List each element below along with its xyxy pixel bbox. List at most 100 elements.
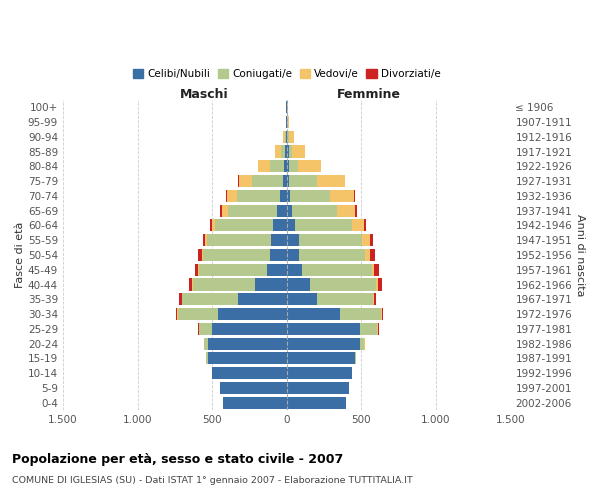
Bar: [257, 160, 271, 172]
Bar: [268, 264, 287, 276]
Bar: [287, 308, 340, 320]
Bar: [287, 294, 317, 306]
Text: Maschi: Maschi: [181, 88, 229, 101]
Bar: [277, 204, 287, 216]
Bar: [287, 146, 289, 158]
Bar: [376, 278, 378, 290]
Bar: [194, 264, 198, 276]
Bar: [290, 190, 329, 202]
Bar: [287, 220, 295, 232]
Bar: [292, 204, 337, 216]
Bar: [283, 130, 285, 143]
Bar: [374, 264, 379, 276]
Bar: [220, 204, 221, 216]
Legend: Celibi/Nubili, Coniugati/e, Vedovi/e, Divorziati/e: Celibi/Nubili, Coniugati/e, Vedovi/e, Di…: [129, 64, 445, 83]
Bar: [340, 308, 381, 320]
Bar: [176, 308, 177, 320]
Bar: [212, 220, 215, 232]
Bar: [198, 264, 199, 276]
Bar: [377, 323, 378, 335]
Bar: [221, 204, 228, 216]
Bar: [210, 220, 212, 232]
Bar: [287, 278, 310, 290]
Bar: [287, 234, 299, 246]
Bar: [378, 323, 379, 335]
Bar: [237, 190, 280, 202]
Bar: [370, 234, 373, 246]
Bar: [354, 190, 355, 202]
Bar: [199, 264, 268, 276]
Bar: [287, 249, 299, 261]
Y-axis label: Anni di nascita: Anni di nascita: [575, 214, 585, 296]
Bar: [238, 175, 239, 187]
Bar: [239, 175, 251, 187]
Bar: [199, 249, 202, 261]
Bar: [286, 130, 287, 143]
Bar: [355, 352, 356, 364]
Bar: [287, 264, 302, 276]
Bar: [223, 396, 287, 409]
Bar: [364, 220, 366, 232]
Bar: [189, 278, 192, 290]
Bar: [287, 396, 346, 409]
Bar: [310, 278, 376, 290]
Bar: [378, 278, 382, 290]
Bar: [373, 294, 374, 306]
Bar: [271, 249, 287, 261]
Text: Popolazione per età, sesso e stato civile - 2007: Popolazione per età, sesso e stato civil…: [12, 452, 343, 466]
Bar: [317, 175, 344, 187]
Bar: [289, 160, 298, 172]
Bar: [299, 249, 365, 261]
Bar: [228, 204, 277, 216]
Bar: [382, 308, 383, 320]
Bar: [352, 220, 364, 232]
Bar: [317, 294, 373, 306]
Bar: [199, 323, 212, 335]
Bar: [212, 323, 287, 335]
Bar: [287, 160, 289, 172]
Bar: [203, 234, 205, 246]
Bar: [344, 175, 346, 187]
Bar: [374, 294, 376, 306]
Bar: [283, 175, 287, 187]
Bar: [226, 190, 227, 202]
Bar: [287, 190, 290, 202]
Bar: [220, 382, 287, 394]
Bar: [295, 220, 352, 232]
Bar: [285, 146, 287, 158]
Bar: [287, 175, 289, 187]
Bar: [287, 204, 292, 216]
Bar: [287, 352, 355, 364]
Bar: [287, 101, 288, 114]
Bar: [360, 338, 364, 349]
Bar: [287, 116, 289, 128]
Bar: [274, 220, 287, 232]
Bar: [285, 130, 286, 143]
Bar: [365, 249, 370, 261]
Bar: [370, 249, 375, 261]
Bar: [203, 249, 271, 261]
Bar: [289, 146, 292, 158]
Bar: [302, 264, 372, 276]
Bar: [281, 146, 285, 158]
Bar: [212, 367, 287, 380]
Bar: [208, 352, 287, 364]
Bar: [289, 130, 294, 143]
Bar: [372, 264, 374, 276]
Bar: [271, 160, 284, 172]
Bar: [177, 308, 178, 320]
Bar: [362, 234, 370, 246]
Bar: [329, 190, 354, 202]
Bar: [227, 190, 237, 202]
Bar: [215, 220, 274, 232]
Bar: [287, 367, 352, 380]
Bar: [292, 146, 305, 158]
Bar: [271, 234, 287, 246]
Bar: [238, 294, 287, 306]
Bar: [256, 278, 287, 290]
Bar: [198, 323, 199, 335]
Bar: [280, 190, 287, 202]
Bar: [251, 175, 283, 187]
Bar: [208, 338, 287, 349]
Bar: [218, 308, 287, 320]
